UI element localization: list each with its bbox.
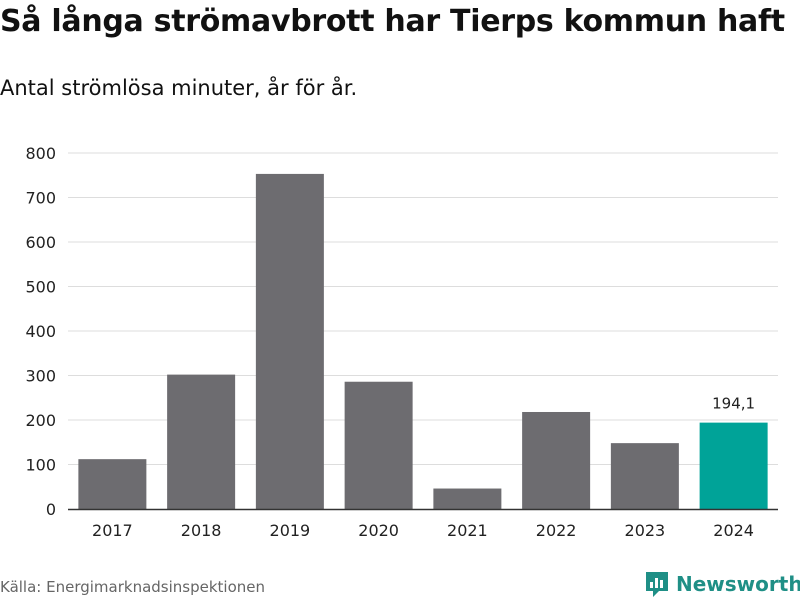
brand-name: Newsworthy (676, 572, 800, 596)
y-tick-label: 200 (25, 411, 56, 430)
y-tick-label: 400 (25, 322, 56, 341)
newsworthy-logo-icon (646, 572, 668, 597)
y-tick-label: 0 (46, 500, 56, 519)
chart-title: Så långa strömavbrott har Tierps kommun … (0, 4, 785, 39)
bar (167, 374, 236, 509)
y-tick-label: 300 (25, 367, 56, 386)
data-label: 194,1 (712, 395, 755, 413)
y-tick-label: 600 (25, 233, 56, 252)
chart-subtitle: Antal strömlösa minuter, år för år. (0, 76, 358, 100)
y-tick-label: 500 (25, 278, 56, 297)
bar (522, 411, 591, 509)
y-tick-label: 700 (25, 189, 56, 208)
bar (610, 443, 679, 509)
x-tick-label: 2018 (181, 521, 222, 540)
x-tick-label: 2021 (447, 521, 488, 540)
bar (255, 173, 324, 510)
x-tick-label: 2020 (358, 521, 399, 540)
bar (344, 381, 413, 509)
x-tick-label: 2022 (536, 521, 577, 540)
y-tick-label: 100 (25, 456, 56, 475)
x-tick-label: 2019 (270, 521, 311, 540)
y-tick-label: 800 (25, 144, 56, 163)
x-tick-label: 2023 (625, 521, 666, 540)
x-tick-label: 2024 (713, 521, 754, 540)
source-note: Källa: Energimarknadsinspektionen (0, 578, 266, 596)
bar (433, 488, 502, 509)
bar (699, 422, 768, 509)
brand[interactable]: Newsworthy (644, 570, 800, 598)
x-tick-label: 2017 (92, 521, 133, 540)
bar (78, 459, 147, 509)
